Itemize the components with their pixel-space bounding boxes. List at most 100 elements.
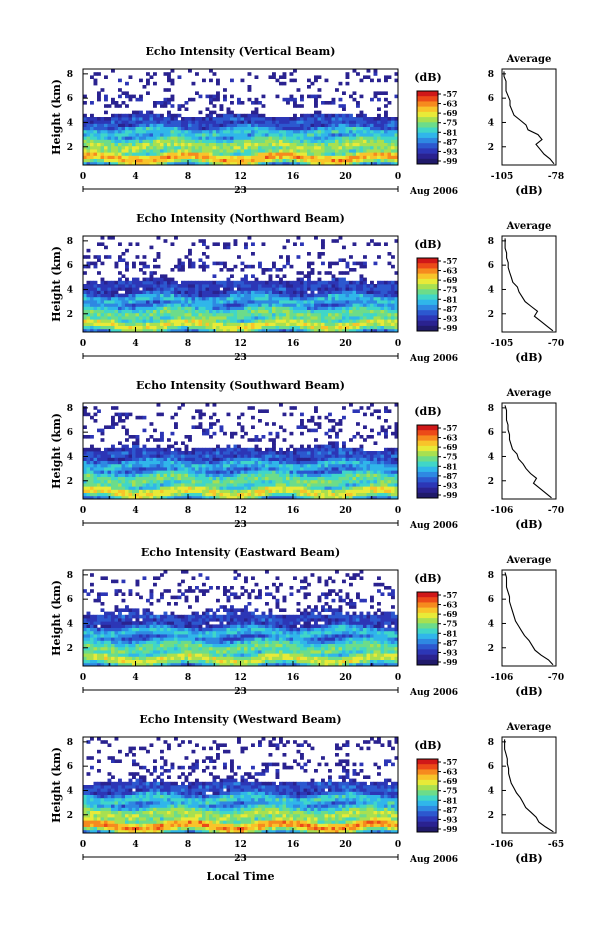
heatmap-cell [167, 120, 171, 124]
heatmap-cell [314, 281, 318, 285]
heatmap-cell [94, 149, 98, 153]
heatmap-cell [255, 155, 259, 159]
heatmap-cell [160, 310, 164, 314]
heatmap-cell [132, 281, 136, 285]
heatmap-cell [272, 143, 276, 147]
heatmap-cell [178, 480, 182, 484]
heatmap-cell [286, 486, 290, 490]
heatmap-cell [314, 133, 318, 137]
heatmap-cell [314, 155, 318, 159]
heatmap-cell [157, 120, 161, 124]
heatmap-cell [272, 303, 276, 307]
heatmap-cell [290, 120, 294, 124]
heatmap-cell [237, 98, 241, 102]
heatmap-cell [283, 297, 287, 301]
heatmap-cell [356, 290, 360, 294]
heatmap-cell [157, 117, 161, 121]
heatmap-cell [269, 483, 273, 487]
heatmap-cell [255, 445, 259, 449]
heatmap-cell [300, 461, 304, 465]
heatmap-cell [129, 98, 133, 102]
heatmap-cell [265, 303, 269, 307]
heatmap-cell [346, 477, 350, 481]
heatmap-cell [290, 265, 294, 269]
heatmap-cell [356, 493, 360, 497]
heatmap-cell [353, 326, 357, 330]
heatmap-cell [272, 287, 276, 291]
heatmap-cell [237, 120, 241, 124]
heatmap-cell [363, 294, 367, 298]
heatmap-cell [150, 123, 154, 127]
heatmap-cell [262, 290, 266, 294]
heatmap-cell [311, 294, 315, 298]
heatmap-cell [136, 120, 140, 124]
heatmap-cell [374, 149, 378, 153]
heatmap-cell [325, 79, 329, 83]
heatmap-cell [227, 107, 231, 111]
heatmap-cell [325, 464, 329, 468]
heatmap-cell [157, 287, 161, 291]
heatmap-cell [87, 473, 91, 477]
heatmap-cell [223, 120, 227, 124]
heatmap-cell [353, 136, 357, 140]
heatmap-cell [325, 477, 329, 481]
heatmap-cell [223, 483, 227, 487]
heatmap-cell [188, 483, 192, 487]
heatmap-cell [335, 143, 339, 147]
heatmap-cell [136, 303, 140, 307]
heatmap-cell [125, 477, 129, 481]
heatmap-cell [251, 303, 255, 307]
heatmap-cell [384, 306, 388, 310]
heatmap-cell [332, 313, 336, 317]
heatmap-cell [129, 146, 133, 150]
heatmap-cell [384, 470, 388, 474]
heatmap-cell [293, 454, 297, 458]
heatmap-cell [195, 464, 199, 468]
heatmap-cell [304, 316, 308, 320]
heatmap-cell [241, 287, 245, 291]
heatmap-cell [101, 493, 105, 497]
heatmap-cell [286, 159, 290, 163]
heatmap-cell [146, 159, 150, 163]
heatmap-cell [325, 271, 329, 275]
heatmap-cell [174, 326, 178, 330]
heatmap-cell [374, 313, 378, 317]
heatmap-cell [258, 313, 262, 317]
heatmap-cell [318, 281, 322, 285]
heatmap-cell [346, 155, 350, 159]
heatmap-cell [332, 281, 336, 285]
heatmap-cell [276, 454, 280, 458]
heatmap-cell [339, 281, 343, 285]
heatmap-cell [157, 454, 161, 458]
heatmap-cell [283, 149, 287, 153]
heatmap-cell [125, 139, 129, 143]
heatmap-cell [143, 322, 147, 326]
heatmap-cell [202, 316, 206, 320]
heatmap-cell [185, 281, 189, 285]
heatmap-cell [178, 473, 182, 477]
heatmap-cell [153, 136, 157, 140]
heatmap-cell [377, 297, 381, 301]
heatmap-cell [178, 104, 182, 108]
heatmap-cell [195, 454, 199, 458]
heatmap-cell [87, 127, 91, 131]
heatmap-cell [325, 139, 329, 143]
heatmap-cell [174, 483, 178, 487]
x-tick-label: 16 [287, 339, 300, 349]
profile-title: Average [506, 54, 552, 65]
heatmap-cell [220, 136, 224, 140]
heatmap-cell [293, 290, 297, 294]
heatmap-cell [132, 435, 136, 439]
heatmap-cell [223, 265, 227, 269]
heatmap-cell [318, 486, 322, 490]
heatmap-cell [139, 451, 143, 455]
heatmap-cell [104, 483, 108, 487]
heatmap-cell [160, 136, 164, 140]
heatmap-cell [293, 104, 297, 108]
heatmap-cell [209, 461, 213, 465]
heatmap-cell [185, 133, 189, 137]
heatmap-cell [265, 146, 269, 150]
heatmap-cell [94, 265, 98, 269]
heatmap-cell [209, 281, 213, 285]
heatmap-cell [374, 290, 378, 294]
